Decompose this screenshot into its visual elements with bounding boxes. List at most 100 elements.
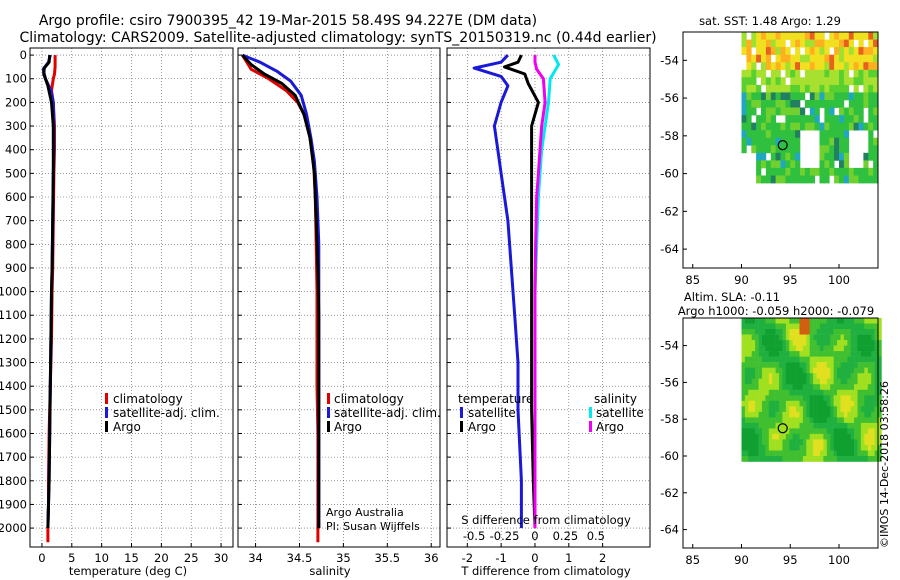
map-cell — [864, 378, 868, 385]
map-cell — [867, 356, 872, 363]
map-cell — [770, 122, 776, 131]
map-cell — [857, 384, 862, 390]
series-line-t-argo — [503, 54, 540, 529]
map-cell — [867, 323, 872, 330]
map-cell — [768, 406, 773, 413]
map-cell — [765, 130, 772, 139]
map-cell — [748, 329, 752, 335]
map-cell — [765, 400, 770, 407]
tick-label-depth: 800 — [5, 237, 27, 251]
map-cell — [820, 323, 824, 330]
map-cell — [864, 411, 868, 418]
map-cell — [775, 167, 781, 176]
map-cell — [789, 406, 793, 413]
map-cell — [804, 54, 811, 63]
map-cell — [779, 367, 783, 374]
tick-label-depth: 100 — [5, 72, 27, 86]
map-cell — [850, 345, 855, 352]
map-cell — [795, 62, 801, 71]
map-cell — [809, 54, 815, 63]
map-cell — [762, 450, 766, 457]
map-cell — [819, 92, 825, 101]
map-cell — [840, 445, 845, 451]
map-cell — [850, 356, 855, 363]
map-cell — [829, 84, 835, 93]
map-cell — [860, 329, 865, 335]
map-cell — [840, 450, 845, 457]
map-cell — [751, 433, 756, 440]
map-cell — [765, 84, 772, 93]
legend-swatch-s-argo — [589, 421, 592, 432]
map-cell — [789, 384, 793, 390]
map-cell — [871, 323, 875, 330]
map-cell — [833, 373, 838, 379]
map-cell — [839, 39, 845, 48]
map-cell — [860, 445, 865, 451]
map-cell — [768, 362, 773, 368]
map-cell — [816, 411, 821, 418]
map-cell — [848, 39, 854, 48]
map-cell — [785, 367, 790, 374]
map-cell — [755, 400, 759, 407]
map-cell — [751, 384, 756, 390]
map-cell — [741, 340, 746, 346]
map-cell — [751, 351, 756, 357]
map-cell — [839, 100, 845, 108]
map-cell — [762, 373, 766, 379]
map-cell — [826, 345, 831, 352]
map-cell — [874, 340, 879, 346]
map-cell — [860, 340, 865, 346]
map-cell — [816, 373, 821, 379]
map-cell — [741, 32, 747, 40]
map-cell — [867, 417, 872, 424]
legend-swatch-t-argo — [460, 421, 463, 432]
map-cell — [847, 422, 851, 429]
map-cell — [871, 351, 875, 357]
map-cell — [833, 367, 838, 374]
map-cell — [843, 152, 850, 161]
map-cell — [860, 411, 865, 418]
map-cell — [741, 329, 746, 335]
map-cell — [847, 400, 851, 407]
map-cell — [848, 115, 854, 123]
map-cell — [744, 400, 749, 407]
map-cell — [802, 417, 807, 424]
map-cell — [772, 428, 776, 435]
map-cell — [819, 69, 825, 78]
map-cell — [840, 422, 845, 429]
map-cell — [840, 351, 845, 357]
map-cell — [758, 411, 763, 418]
map-cell — [839, 47, 845, 55]
map-cell — [814, 69, 820, 78]
map-cell — [799, 450, 804, 457]
map-cell — [843, 84, 850, 93]
map-cell — [864, 362, 868, 368]
map-cell — [839, 54, 845, 63]
map-cell — [779, 356, 783, 363]
map-cell — [751, 69, 757, 78]
map-cell — [850, 373, 855, 379]
map-cell — [873, 152, 879, 161]
map-cell — [758, 356, 763, 363]
map-cell — [833, 428, 838, 435]
map-cell — [768, 345, 773, 352]
map-tick-label-x: 85 — [685, 273, 700, 287]
map-cell — [871, 422, 875, 429]
map-cell — [830, 400, 834, 407]
tick-label-depth: 700 — [5, 214, 27, 228]
map-cell — [780, 175, 786, 184]
map-cell — [850, 400, 855, 407]
map-cell — [796, 450, 800, 457]
map-cell — [868, 69, 874, 78]
map-cell — [814, 122, 820, 131]
series-line-argo — [42, 54, 55, 529]
map-cell — [785, 422, 790, 429]
map-cell — [837, 389, 841, 396]
map-cell — [867, 395, 872, 402]
map-cell — [843, 175, 850, 184]
map-cell — [792, 411, 797, 418]
map-cell — [746, 84, 752, 93]
map-cell — [863, 47, 869, 55]
map-cell — [830, 378, 834, 385]
